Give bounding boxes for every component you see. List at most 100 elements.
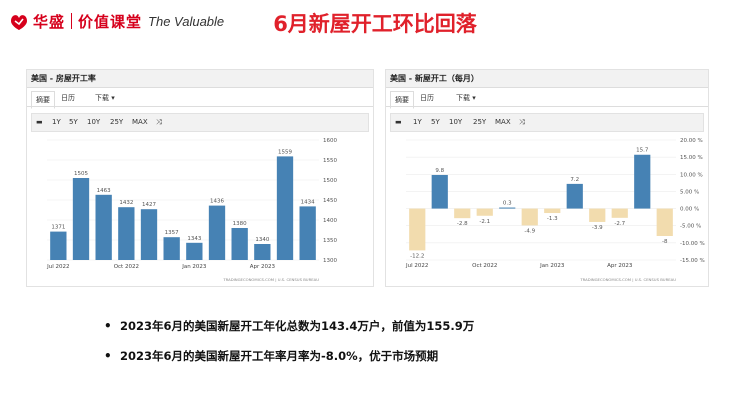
right-chart-panel: 美国 - 新屋开工（每月） 摘要 日历 下载 ▾ ▬ 1Y 5Y 10Y 25Y… — [385, 69, 709, 287]
bar — [589, 208, 606, 222]
summary-bullets: 2023年6月的美国新屋开工年化总数为143.4万户，前值为155.9万 202… — [104, 318, 474, 378]
range-10y[interactable]: 10Y — [87, 118, 101, 126]
y-tick-label: 15.00 % — [680, 155, 703, 161]
y-tick-label: 1450 — [323, 198, 337, 204]
y-tick-label: 0.00 % — [680, 207, 699, 213]
data-label: -1.3 — [547, 216, 558, 222]
bar — [276, 156, 294, 260]
panel-tabs: 摘要 日历 下载 ▾ — [386, 89, 708, 109]
bar — [72, 178, 90, 260]
range-toolbar: ▬ 1Y 5Y 10Y 25Y MAX ⤨ — [31, 113, 369, 132]
range-1y[interactable]: 1Y — [413, 118, 422, 126]
bar — [409, 208, 426, 251]
y-tick-label: 10.00 % — [680, 172, 703, 178]
bar — [521, 208, 538, 226]
range-25y[interactable]: 25Y — [473, 118, 487, 126]
brand-name: 华盛 — [33, 12, 66, 31]
range-5y[interactable]: 5Y — [69, 118, 78, 126]
data-label: 0.3 — [503, 201, 512, 207]
data-label: 1432 — [119, 200, 133, 206]
data-label: -2.8 — [457, 221, 468, 227]
tab-summary[interactable]: 摘要 — [390, 91, 414, 109]
bar-chart-icon[interactable]: ▬ — [395, 118, 402, 126]
bar — [140, 209, 158, 260]
bar — [231, 228, 248, 260]
data-label: 1436 — [210, 199, 224, 205]
y-tick-label: 1500 — [323, 178, 337, 184]
shuffle-icon[interactable]: ⤨ — [519, 118, 525, 126]
tab-divider — [386, 106, 708, 107]
y-tick-label: -10.00 % — [680, 241, 705, 247]
bar — [499, 207, 516, 209]
tab-calendar[interactable]: 日历 — [420, 94, 434, 102]
data-label: 1340 — [255, 237, 269, 243]
bar-chart-icon[interactable]: ▬ — [36, 118, 43, 126]
data-label: 1434 — [301, 199, 315, 205]
bar — [431, 174, 448, 209]
data-label: -2.7 — [614, 221, 625, 227]
tab-calendar[interactable]: 日历 — [61, 94, 75, 102]
y-tick-label: 1600 — [323, 138, 337, 144]
data-label: 1380 — [233, 221, 247, 227]
range-1y[interactable]: 1Y — [52, 118, 61, 126]
range-5y[interactable]: 5Y — [431, 118, 440, 126]
bar — [299, 206, 316, 260]
bar — [476, 208, 493, 216]
bar — [95, 194, 112, 260]
brand-sub: 价值课堂 — [78, 12, 143, 31]
bar — [208, 205, 226, 260]
brand-logo: 华盛 价值课堂 The Valuable — [8, 8, 224, 34]
range-max[interactable]: MAX — [132, 118, 148, 126]
data-label: -8 — [662, 239, 668, 245]
shuffle-icon[interactable]: ⤨ — [156, 118, 162, 126]
panel-title: 美国 - 新屋开工（每月） — [386, 70, 708, 88]
bar — [454, 208, 471, 219]
panel-tabs: 摘要 日历 下载 ▾ — [27, 89, 373, 109]
chart-source: TRADINGECONOMICS.COM | U.S. CENSUS BUREA… — [579, 277, 676, 282]
y-tick-label: 1400 — [323, 218, 337, 224]
bar — [634, 154, 651, 209]
tab-download[interactable]: 下载 ▾ — [456, 94, 476, 102]
data-label: 1427 — [142, 202, 156, 208]
bar — [50, 231, 67, 260]
range-25y[interactable]: 25Y — [110, 118, 124, 126]
data-label: 9.8 — [435, 168, 444, 174]
data-label: 1357 — [165, 230, 179, 236]
y-tick-label: -15.00 % — [680, 258, 705, 264]
range-10y[interactable]: 10Y — [449, 118, 463, 126]
x-tick-label: Jul 2022 — [46, 264, 69, 270]
y-tick-label: 5.00 % — [680, 189, 699, 195]
bar — [254, 244, 271, 260]
brand-divider — [71, 13, 73, 29]
data-label: -2.1 — [479, 219, 490, 225]
data-label: 7.2 — [570, 177, 579, 183]
x-tick-label: Jan 2023 — [539, 263, 565, 269]
data-label: 1343 — [187, 236, 201, 242]
x-tick-label: Jul 2022 — [405, 263, 428, 269]
x-tick-label: Jan 2023 — [181, 264, 207, 270]
left-chart-panel: 美国 - 房屋开工率 摘要 日历 下载 ▾ ▬ 1Y 5Y 10Y 25Y MA… — [26, 69, 374, 287]
range-max[interactable]: MAX — [495, 118, 511, 126]
tab-summary[interactable]: 摘要 — [31, 91, 55, 109]
data-label: -3.9 — [592, 225, 603, 231]
right-bar-chart: -15.00 % -10.00 % -5.00 % 0.00 % 5.00 % 10.00… — [405, 138, 705, 282]
data-label: 1559 — [278, 149, 292, 155]
page-title: 6月新屋开工环比回落 — [273, 12, 477, 36]
data-label: 1371 — [51, 225, 65, 231]
bar — [544, 208, 561, 214]
brand-tagline: The Valuable — [148, 13, 225, 29]
bar — [611, 208, 628, 218]
x-tick-label: Apr 2023 — [250, 264, 276, 270]
y-tick-label: 20.00 % — [680, 138, 703, 144]
bar — [186, 242, 203, 260]
bar — [163, 237, 180, 260]
x-tick-label: Apr 2023 — [607, 263, 633, 269]
y-tick-label: 1550 — [323, 158, 337, 164]
tab-download[interactable]: 下载 ▾ — [95, 94, 115, 102]
data-label: -4.9 — [524, 228, 535, 234]
data-label: 15.7 — [636, 148, 649, 154]
panel-title: 美国 - 房屋开工率 — [27, 70, 373, 88]
range-toolbar: ▬ 1Y 5Y 10Y 25Y MAX ⤨ — [390, 113, 704, 132]
tab-divider — [27, 106, 373, 107]
y-tick-label: 1350 — [323, 238, 337, 244]
